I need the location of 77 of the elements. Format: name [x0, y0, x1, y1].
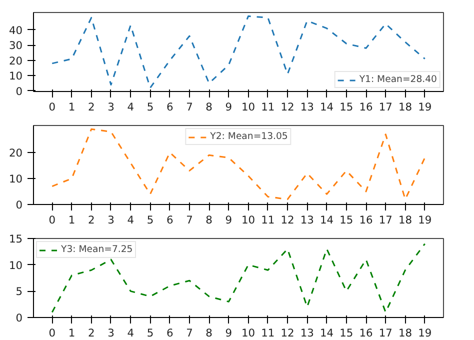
- x-tick-label: 14: [320, 100, 334, 114]
- x-tick-label: 3: [108, 326, 114, 340]
- x-tick-label: 8: [206, 214, 213, 226]
- x-tick-label: 6: [166, 100, 174, 114]
- x-tick-label: 13: [300, 100, 314, 114]
- x-tick-label: 3: [108, 100, 114, 114]
- y-tick-label: 15: [8, 232, 23, 246]
- y-tick-label: 10: [8, 70, 23, 83]
- x-tick-label: 14: [320, 214, 334, 226]
- legend-label: Y3: Mean=7.25: [61, 244, 133, 255]
- x-tick-label: 19: [418, 214, 432, 226]
- x-tick-label: 8: [206, 326, 213, 340]
- y-tick-label: 30: [8, 39, 23, 52]
- y-tick-label: 10: [8, 258, 23, 272]
- y-tick-label: 0: [16, 198, 23, 212]
- x-tick-label: 17: [378, 326, 392, 340]
- x-tick-label: 1: [68, 214, 76, 226]
- x-tick-label: 8: [206, 100, 213, 114]
- y-tick-label: 40: [8, 24, 23, 37]
- x-tick-label: 1: [68, 326, 76, 340]
- x-tick-label: 15: [340, 100, 354, 114]
- x-tick-label: 18: [398, 214, 412, 226]
- line-series: [51, 128, 426, 200]
- x-tick-label: 15: [340, 214, 354, 226]
- x-tick-label: 11: [261, 214, 275, 226]
- x-tick-label: 18: [398, 100, 412, 114]
- legend-label: Y2: Mean=13.05: [210, 131, 288, 142]
- y-tick-label: 0: [16, 312, 23, 324]
- x-tick-label: 17: [378, 100, 392, 114]
- x-tick-label: 5: [146, 214, 154, 226]
- x-tick-label: 14: [320, 326, 334, 340]
- x-tick-label: 7: [186, 214, 193, 226]
- y-tick-label: 5: [16, 285, 22, 298]
- x-tick-label: 0: [48, 100, 56, 114]
- x-tick-label: 7: [186, 100, 193, 114]
- x-tick-label: 10: [242, 214, 256, 226]
- x-tick-label: 19: [418, 326, 432, 340]
- x-tick-label: 9: [225, 214, 232, 226]
- x-tick-label: 5: [146, 100, 154, 114]
- x-tick-label: 0: [48, 214, 56, 226]
- x-tick-label: 5: [146, 326, 154, 340]
- x-tick-label: 4: [127, 326, 134, 340]
- x-tick-label: 2: [88, 100, 95, 114]
- x-tick-label: 19: [418, 100, 432, 114]
- x-tick-label: 11: [261, 100, 275, 114]
- x-tick-label: 10: [242, 326, 256, 340]
- x-tick-label: 6: [166, 326, 174, 340]
- x-tick-label: 17: [378, 214, 392, 226]
- x-tick-label: 4: [127, 100, 134, 114]
- x-tick-label: 18: [398, 326, 412, 340]
- x-tick-label: 0: [48, 326, 56, 340]
- legend-label: Y1: Mean=28.40: [359, 74, 437, 85]
- x-tick-label: 15: [340, 326, 354, 340]
- x-tick-label: 11: [261, 326, 275, 340]
- line-series: [51, 243, 426, 313]
- x-tick-label: 9: [225, 100, 232, 114]
- x-tick-label: 2: [88, 214, 95, 226]
- x-tick-label: 3: [108, 214, 114, 226]
- x-tick-label: 7: [186, 326, 193, 340]
- x-tick-label: 1: [68, 100, 76, 114]
- x-tick-label: 12: [280, 100, 294, 114]
- x-tick-label: 13: [300, 326, 314, 340]
- x-tick-label: 6: [166, 214, 174, 226]
- x-tick-label: 12: [280, 214, 294, 226]
- x-tick-label: 16: [359, 214, 374, 226]
- x-tick-label: 9: [225, 326, 232, 340]
- x-tick-label: 13: [300, 214, 314, 226]
- x-tick-label: 16: [359, 326, 374, 340]
- x-tick-label: 4: [127, 214, 134, 226]
- x-tick-label: 16: [359, 100, 374, 114]
- y-tick-label: 10: [8, 172, 23, 186]
- y-tick-label: 0: [16, 84, 23, 98]
- y-tick-label: 20: [8, 146, 23, 160]
- x-tick-label: 2: [88, 326, 95, 340]
- x-tick-label: 10: [242, 100, 256, 114]
- x-tick-label: 12: [280, 326, 294, 340]
- y-tick-label: 20: [8, 54, 23, 68]
